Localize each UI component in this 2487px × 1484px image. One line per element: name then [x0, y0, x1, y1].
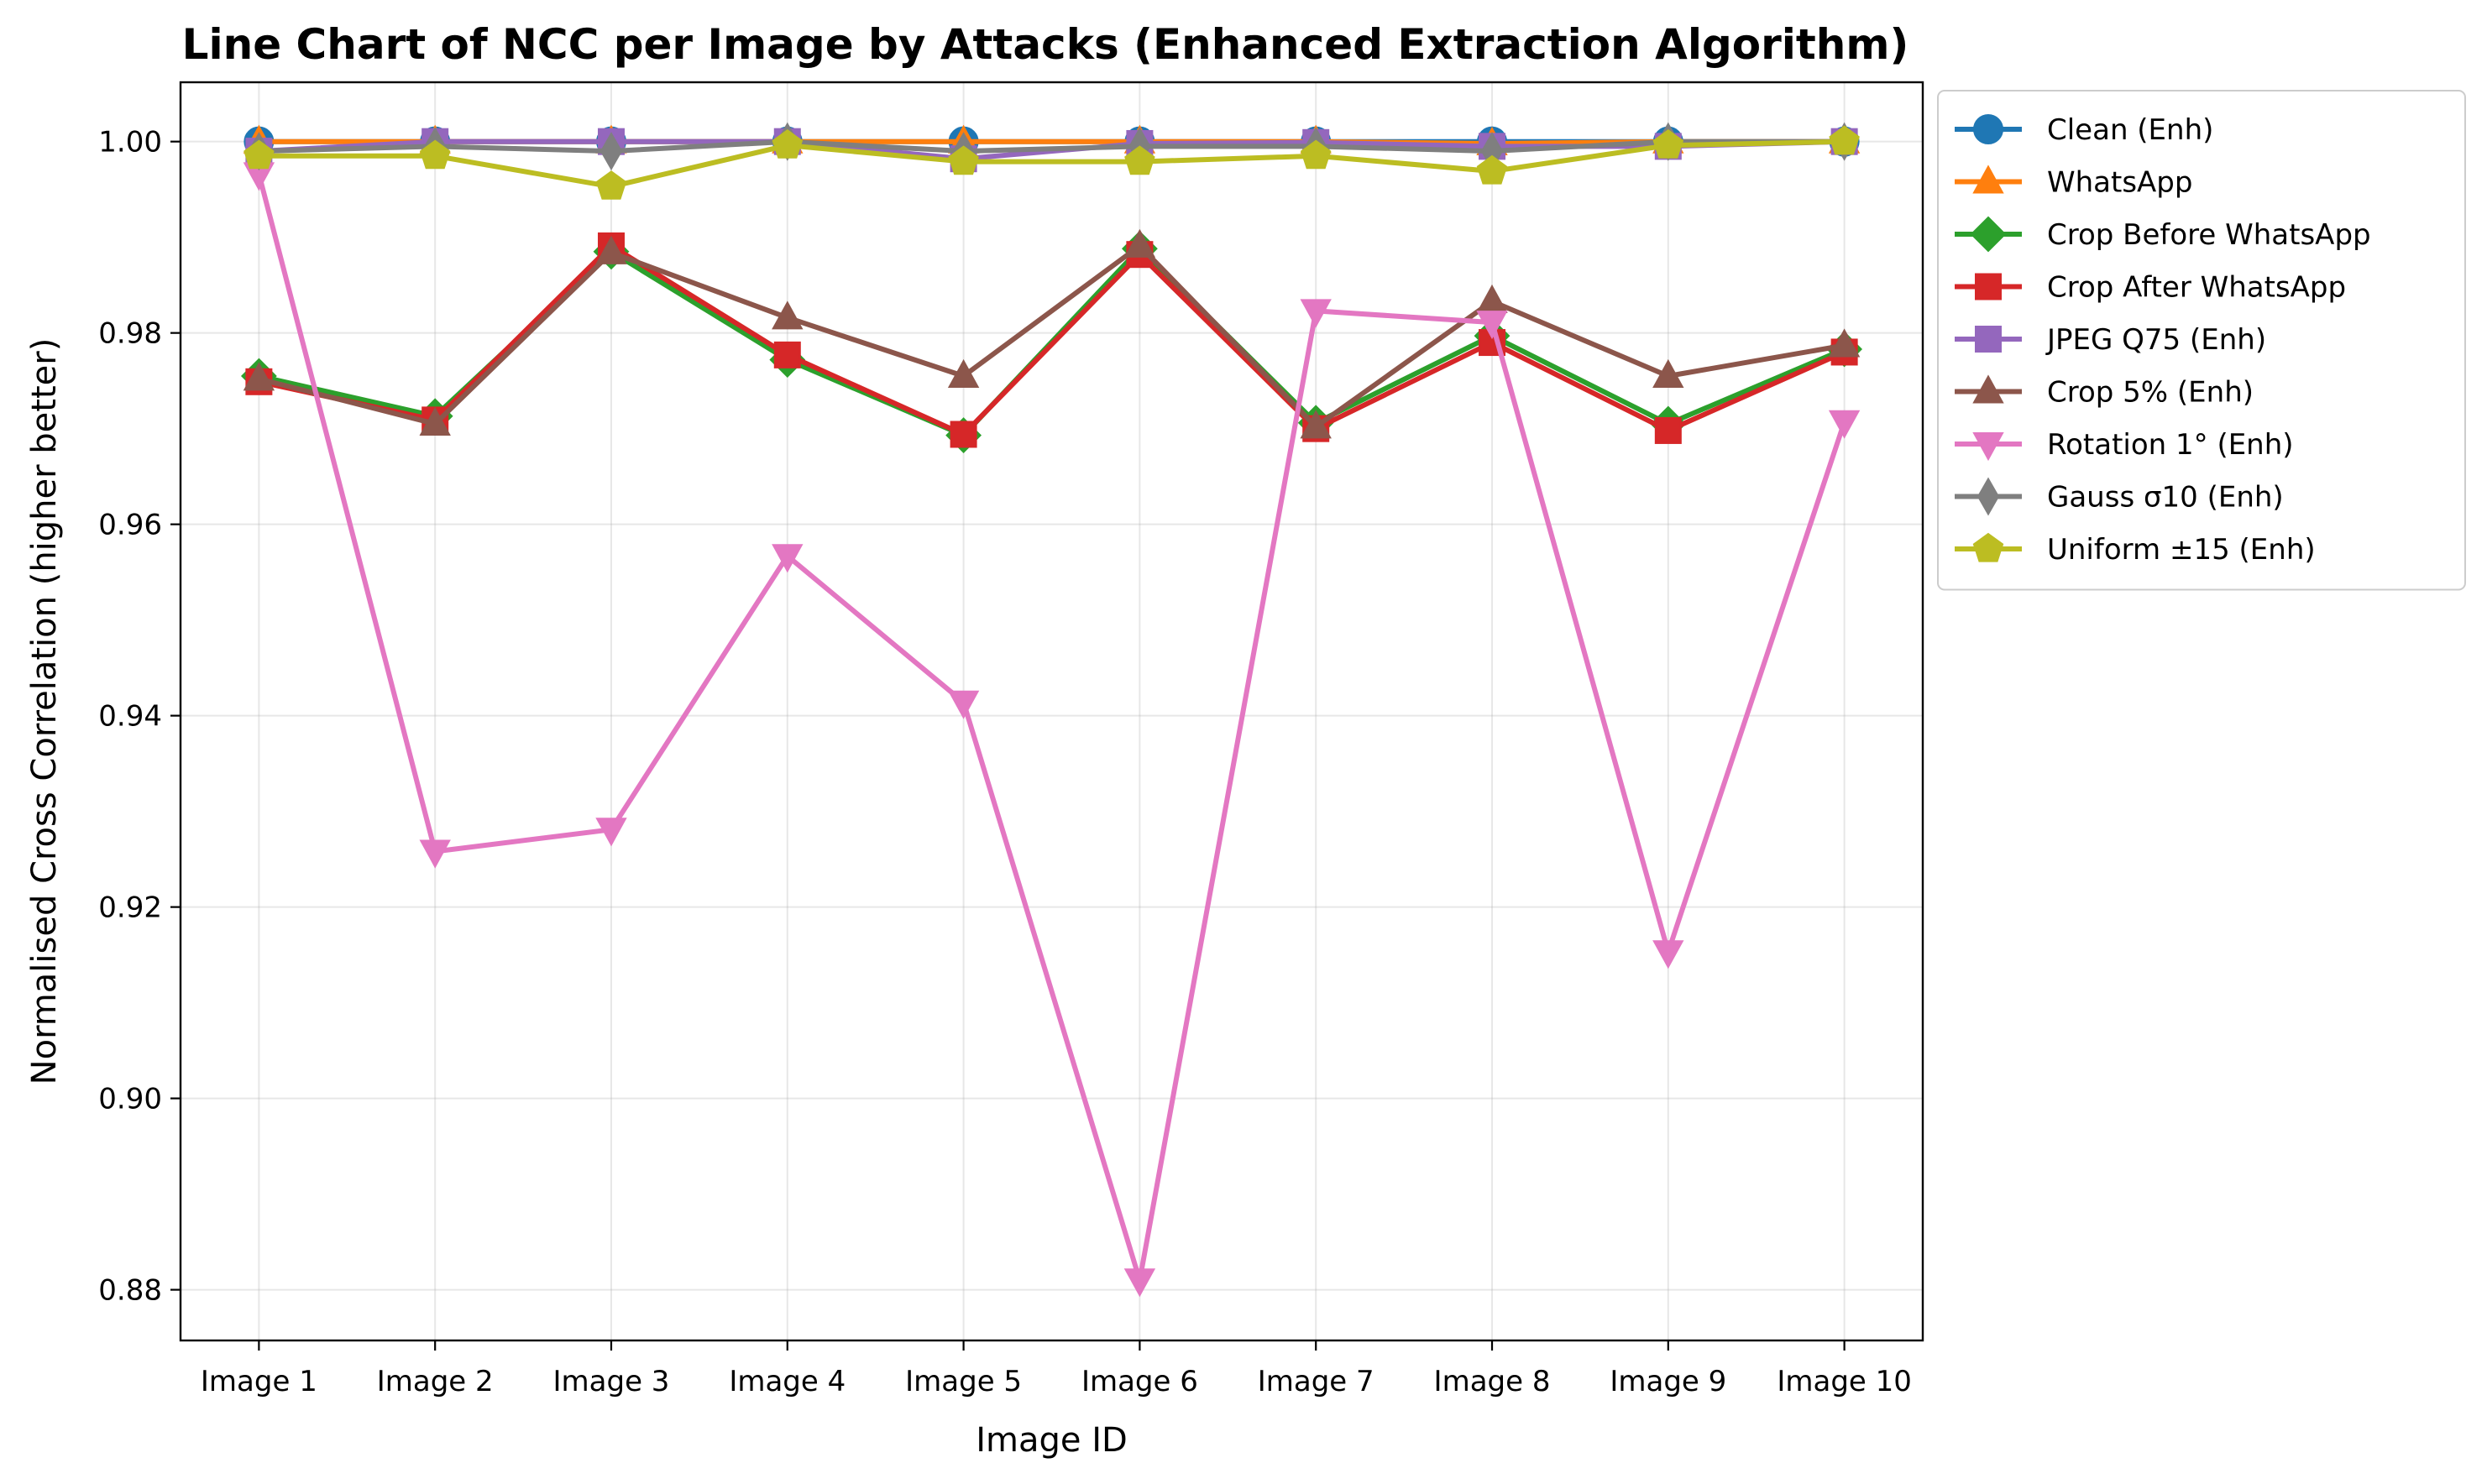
x-tick-label: Image 1: [201, 1365, 317, 1398]
data-point-rotation-1-enh: [419, 839, 451, 869]
plot-frame: [179, 81, 1924, 1342]
data-point-rotation-1-enh: [1476, 311, 1508, 340]
series-line-rotation-1-enh: [256, 173, 1847, 1283]
x-tick-label: Image 4: [729, 1365, 846, 1398]
data-point-uniform-15-enh: [1300, 139, 1332, 170]
data-point-crop-5-enh: [947, 358, 980, 388]
data-point-rotation-1-enh: [595, 818, 627, 847]
x-tick-label: Image 6: [1081, 1365, 1198, 1398]
data-point-uniform-15-enh: [243, 139, 275, 170]
legend-item-rotation-1-enh: Rotation 1° (Enh): [1955, 428, 2294, 462]
legend-label: JPEG Q75 (Enh): [2045, 323, 2266, 357]
y-axis-label: Normalised Cross Correlation (higher bet…: [25, 338, 64, 1085]
chart-title: Line Chart of NCC per Image by Attacks (…: [182, 20, 1909, 69]
y-tick-label: 0.96: [98, 509, 162, 542]
y-tick-label: 0.94: [98, 700, 162, 734]
legend-marker-rotation-1-enh: [1972, 432, 2004, 462]
legend-item-crop-after-whatsapp: Crop After WhatsApp: [1955, 271, 2346, 305]
data-point-crop-5-enh: [1828, 328, 1861, 358]
y-tick-label: 0.92: [98, 891, 162, 925]
x-tick-label: Image 7: [1258, 1365, 1374, 1398]
data-point-rotation-1-enh: [947, 690, 980, 719]
data-point-crop-after-whatsapp: [773, 341, 801, 368]
y-tick-label: 0.90: [98, 1083, 162, 1116]
grid: [181, 82, 1923, 1340]
legend-item-crop-5-enh: Crop 5% (Enh): [1955, 374, 2254, 410]
legend-marker-gauss-10-enh: [1977, 477, 2000, 516]
data-point-crop-5-enh: [1123, 228, 1156, 258]
legend-marker-clean-enh: [1973, 114, 2003, 144]
legend-item-clean-enh: Clean (Enh): [1955, 113, 2213, 147]
data-point-crop-5-enh: [419, 406, 451, 436]
data-point-rotation-1-enh: [1828, 410, 1861, 439]
x-tick-label: Image 8: [1434, 1365, 1551, 1398]
data-point-crop-5-enh: [772, 300, 804, 330]
y-tick-label: 0.98: [98, 317, 162, 351]
legend: Clean (Enh) WhatsApp Crop Before WhatsApp C…: [1937, 90, 2466, 591]
legend-label: WhatsApp: [2047, 166, 2192, 200]
data-point-gauss-10-enh: [599, 132, 623, 171]
legend-label: Rotation 1° (Enh): [2047, 428, 2294, 462]
series-line-crop-after-whatsapp: [258, 243, 1846, 437]
data-point-rotation-1-enh: [1123, 1268, 1156, 1298]
x-tick-label: Image 2: [377, 1365, 494, 1398]
x-axis-label: Image ID: [976, 1421, 1128, 1460]
data-point-rotation-1-enh: [1652, 940, 1684, 969]
data-point-uniform-15-enh: [772, 128, 804, 159]
legend-marker-jpeg-q75-enh: [1975, 326, 2002, 353]
x-tick-label: Image 9: [1610, 1365, 1726, 1398]
legend-marker-crop-before-whatsapp: [1970, 216, 2007, 253]
data-point-crop-after-whatsapp: [1654, 416, 1682, 444]
legend-item-crop-before-whatsapp: Crop Before WhatsApp: [1955, 216, 2371, 253]
data-point-uniform-15-enh: [419, 139, 451, 170]
legend-marker-crop-after-whatsapp: [1975, 273, 2002, 300]
data-point-rotation-1-enh: [1300, 299, 1332, 328]
series-line-crop-5-enh: [258, 243, 1846, 430]
axes: Image 1 Image 2 Image 3 Image 4 Image 5 Image…: [98, 126, 1912, 1398]
y-tick-label: 0.88: [98, 1274, 162, 1308]
data-point-crop-5-enh: [595, 235, 627, 264]
series-rotation-1-enh: [243, 162, 1861, 1298]
data-point-crop-5-enh: [243, 362, 275, 391]
data-point-uniform-15-enh: [1476, 154, 1508, 185]
legend-label: Crop Before WhatsApp: [2047, 218, 2371, 252]
data-point-uniform-15-enh: [595, 170, 627, 200]
data-point-uniform-15-enh: [948, 145, 979, 175]
series-line-gauss-10-enh: [259, 138, 1845, 154]
legend-label: Crop After WhatsApp: [2047, 271, 2346, 305]
legend-marker-whatsapp: [1972, 165, 2004, 194]
legend-label: Uniform ±15 (Enh): [2047, 533, 2316, 567]
series-line-uniform-15-enh: [259, 138, 1845, 190]
legend-marker-crop-5-enh: [1972, 374, 2004, 404]
legend-label: Crop 5% (Enh): [2047, 376, 2254, 410]
data-point-crop-after-whatsapp: [950, 421, 977, 448]
data-point-uniform-15-enh: [1652, 128, 1684, 159]
series-crop-5-enh: [243, 228, 1861, 439]
legend-label: Clean (Enh): [2047, 113, 2213, 147]
series-lines: [240, 122, 1863, 1298]
legend-item-gauss-10-enh: Gauss σ10 (Enh): [1955, 477, 2284, 516]
data-point-crop-5-enh: [1300, 410, 1332, 439]
legend-item-jpeg-q75-enh: JPEG Q75 (Enh): [1955, 323, 2266, 357]
legend-box: [1937, 90, 2466, 591]
legend-item-whatsapp: WhatsApp: [1955, 165, 2192, 200]
data-point-crop-5-enh: [1476, 284, 1508, 313]
data-point-rotation-1-enh: [772, 544, 804, 573]
legend-item-uniform-15-enh: Uniform ±15 (Enh): [1955, 532, 2316, 567]
data-point-uniform-15-enh: [1124, 145, 1155, 175]
legend-marker-uniform-15-enh: [1972, 532, 2004, 562]
legend-label: Gauss σ10 (Enh): [2047, 481, 2284, 515]
x-tick-label: Image 5: [905, 1365, 1022, 1398]
data-point-crop-5-enh: [1652, 358, 1684, 388]
series-uniform-15-enh: [243, 125, 1860, 200]
y-tick-label: 1.00: [98, 126, 162, 159]
x-tick-label: Image 10: [1777, 1365, 1912, 1398]
data-point-uniform-15-enh: [1829, 125, 1860, 155]
x-tick-label: Image 3: [553, 1365, 670, 1398]
